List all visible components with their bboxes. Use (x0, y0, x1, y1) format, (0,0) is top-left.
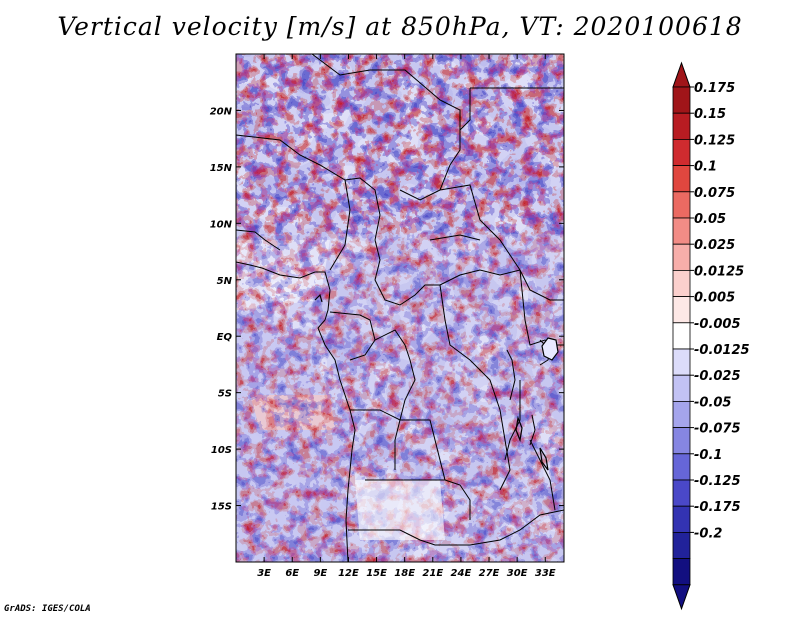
lon-tick-label: 18E (394, 568, 415, 579)
colorbar-label: 0.125 (694, 133, 735, 148)
colorbar-segment (672, 243, 691, 271)
colorbar-label: -0.0125 (694, 343, 750, 358)
lon-tick-label: 12E (338, 568, 359, 579)
colorbar-label: -0.1 (694, 448, 722, 463)
colorbar-label: 0.15 (694, 107, 726, 122)
lat-tick-label: 10N (210, 219, 233, 230)
colorbar-label: 0.075 (694, 186, 735, 201)
colorbar-segment (672, 479, 691, 507)
lon-tick-label: 21E (422, 568, 443, 579)
lon-tick-label: 9E (313, 568, 327, 579)
colorbar-segment (672, 191, 691, 219)
colorbar-label: 0.175 (694, 81, 735, 96)
colorbar-label: -0.05 (694, 395, 731, 410)
latitude-axis: 20N 15N 10N 5N EQ 5S 10S 15S (210, 106, 564, 513)
colorbar-segment (672, 112, 691, 140)
colorbar-segment (672, 138, 691, 166)
colorbar-label: 0.05 (694, 212, 726, 227)
lon-tick-label: 33E (535, 568, 556, 579)
lat-tick-label: 5N (217, 276, 233, 287)
colorbar: 0.175 0.15 0.125 0.1 0.075 0.05 0.025 0.0125 0.0… (672, 61, 750, 611)
colorbar-label: -0.125 (694, 474, 741, 489)
colorbar-segment (672, 348, 691, 376)
colorbar-label: 0.0125 (694, 264, 744, 279)
colorbar-segment (672, 165, 691, 193)
colorbar-label: 0.1 (694, 160, 717, 175)
colorbar-segment (672, 217, 691, 245)
lat-tick-label: 5S (218, 389, 232, 400)
colorbar-segment (672, 86, 691, 114)
colorbar-segment (672, 453, 691, 481)
lat-tick-label: 10S (211, 445, 232, 456)
lat-tick-label: 15N (210, 163, 233, 174)
colorbar-segment (672, 505, 691, 533)
colorbar-segment (672, 374, 691, 402)
colorbar-label: -0.175 (694, 500, 741, 515)
map-title: Vertical velocity [m/s] at 850hPa, VT: 2… (57, 12, 743, 41)
lat-tick-label: 20N (210, 106, 233, 117)
lon-tick-label: 30E (507, 568, 528, 579)
velocity-field (236, 54, 564, 562)
colorbar-segment (672, 532, 691, 560)
colorbar-segment (672, 558, 691, 586)
colorbar-segment (672, 296, 691, 324)
colorbar-label: 0.025 (694, 238, 735, 253)
lat-tick-label: 15S (211, 502, 232, 513)
map-frame (235, 53, 565, 563)
colorbar-bottom-arrow (672, 584, 691, 611)
colorbar-label: -0.075 (694, 422, 741, 437)
colorbar-segment (672, 322, 691, 350)
colorbar-label: -0.2 (694, 526, 722, 541)
colorbar-top-arrow (672, 61, 691, 88)
colorbar-label: -0.005 (694, 317, 741, 332)
colorbar-label: 0.005 (694, 291, 735, 306)
colorbar-label: -0.025 (694, 369, 741, 384)
lon-tick-label: 15E (366, 568, 387, 579)
colorbar-segment (672, 427, 691, 455)
colorbar-segment (672, 400, 691, 428)
colorbar-segment (672, 269, 691, 297)
lon-tick-label: 3E (257, 568, 271, 579)
lon-tick-label: 6E (285, 568, 299, 579)
longitude-axis: 3E 6E 9E 12E 15E 18E 21E 24E 27E 30E 33E (257, 54, 556, 579)
lakes (314, 293, 559, 471)
lon-tick-label: 24E (451, 568, 472, 579)
lon-tick-label: 27E (479, 568, 500, 579)
credit-text: GrADS: IGES/COLA (4, 604, 91, 614)
country-borders (236, 54, 564, 562)
lat-tick-label: EQ (217, 332, 233, 343)
